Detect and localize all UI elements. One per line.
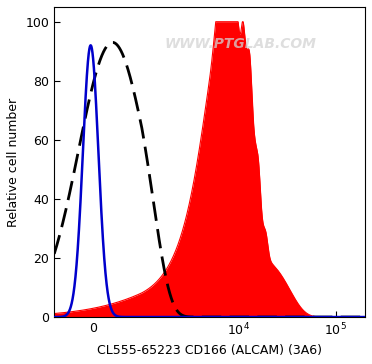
Text: WWW.PTGLAB.COM: WWW.PTGLAB.COM: [165, 37, 317, 51]
Y-axis label: Relative cell number: Relative cell number: [7, 98, 20, 226]
X-axis label: CL555-65223 CD166 (ALCAM) (3A6): CL555-65223 CD166 (ALCAM) (3A6): [97, 344, 322, 357]
